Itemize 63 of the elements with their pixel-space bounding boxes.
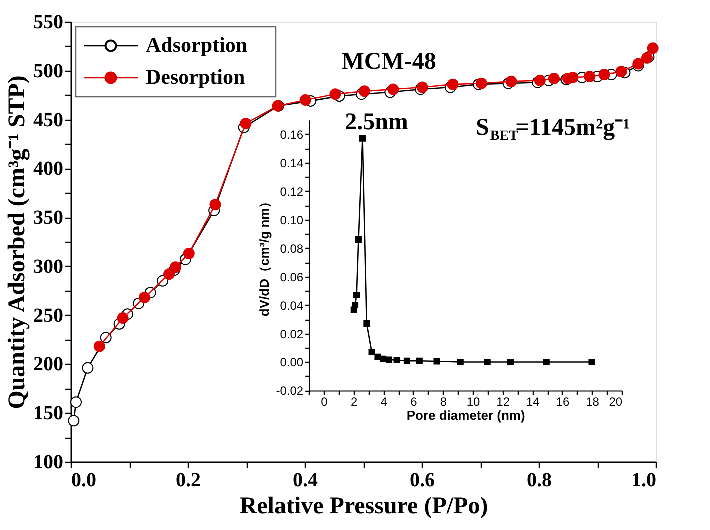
point xyxy=(360,135,366,142)
y-tick-label: 300 xyxy=(34,256,64,278)
x-tick-label: 12 xyxy=(496,395,510,410)
annotation: MCM-48 xyxy=(342,49,436,75)
y-tick-label: 0.14 xyxy=(280,156,304,170)
point xyxy=(416,358,423,364)
y-tick-label: 0.10 xyxy=(280,213,304,228)
point xyxy=(386,356,393,364)
y-tick-label: 350 xyxy=(34,207,64,230)
x-tick-label: 0.0 xyxy=(72,470,96,492)
x-tick-label: 1.0 xyxy=(632,470,656,492)
y-tick-label: 0.02 xyxy=(280,327,304,342)
x-axis-title: Pore diameter (nm) xyxy=(406,408,526,424)
x-tick-label: 18 xyxy=(586,395,600,410)
y-tick-label: 0.06 xyxy=(280,270,304,284)
point xyxy=(374,354,382,360)
legend-label: Adsorption xyxy=(146,33,248,57)
x-tick-label: 6 xyxy=(410,395,418,410)
y-tick-label: 500 xyxy=(34,60,64,82)
point xyxy=(404,358,410,364)
x-tick-label: 10 xyxy=(466,395,481,410)
point xyxy=(394,357,400,364)
y-tick-label: 0.16 xyxy=(280,128,304,142)
point xyxy=(508,358,514,366)
point xyxy=(368,349,376,356)
x-tick-label: 0.4 xyxy=(293,470,318,492)
x-tick-label: 0.2 xyxy=(176,470,201,492)
y-tick-label: 0.12 xyxy=(280,184,304,199)
x-tick-label: 4 xyxy=(380,395,388,410)
x-tick-label: 0.8 xyxy=(527,470,552,492)
x-tick-label: 0 xyxy=(321,395,328,410)
y-tick-label: 0.08 xyxy=(280,242,304,256)
point xyxy=(355,236,362,243)
point xyxy=(354,292,360,299)
point xyxy=(543,358,550,366)
y-tick-label: 200 xyxy=(34,354,64,376)
point xyxy=(484,358,491,366)
x-tick-label: 8 xyxy=(440,395,448,410)
y-tick-label: 0.04 xyxy=(280,298,304,313)
y-tick-label: -0.02 xyxy=(276,384,304,398)
y-tick-label: 250 xyxy=(34,304,64,327)
x-tick-label: 2 xyxy=(350,395,358,410)
y-tick-label: 0.00 xyxy=(280,356,304,370)
x-axis-title: Relative Pressure (P/Po) xyxy=(240,494,488,520)
point xyxy=(364,320,370,328)
y-tick-label: 150 xyxy=(34,402,64,425)
point xyxy=(434,358,440,365)
y-tick-label: 400 xyxy=(34,158,64,180)
legend-label: Desorption xyxy=(146,65,246,89)
annotation: 2.5nm xyxy=(345,110,408,136)
x-tick-label: 0.6 xyxy=(410,470,435,492)
point xyxy=(352,302,359,309)
point xyxy=(457,358,464,366)
x-tick-label: 16 xyxy=(556,395,570,410)
y-tick-label: 550 xyxy=(34,12,64,34)
y-axis-title: dV/dD（cm³/g nm） xyxy=(257,195,272,317)
y-axis-title: Quantity Adsorbed (cm³g⁻¹ STP) xyxy=(4,76,30,410)
y-tick-label: 450 xyxy=(34,109,64,132)
point xyxy=(380,356,387,362)
y-tick-label: 100 xyxy=(34,452,64,474)
point xyxy=(588,358,596,366)
x-tick-label: 20 xyxy=(609,395,623,410)
x-tick-label: 14 xyxy=(526,395,540,410)
